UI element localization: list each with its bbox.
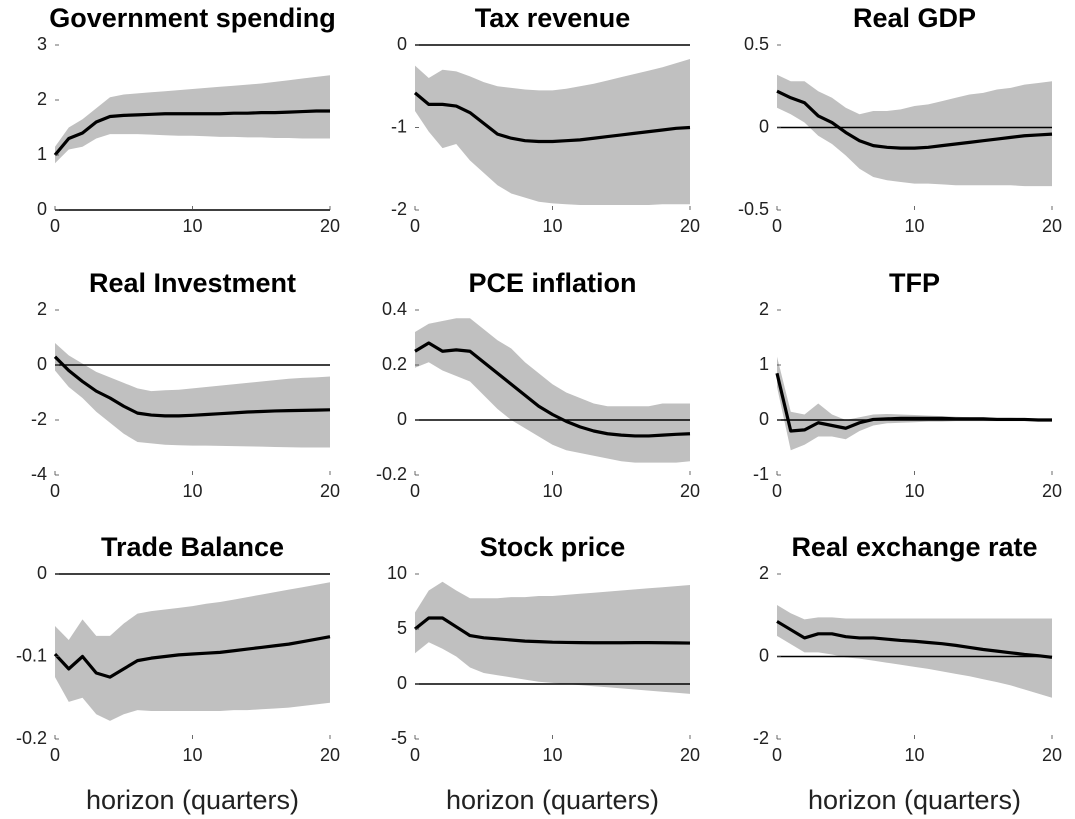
y-tick-label: -2 xyxy=(31,409,47,429)
x-tick-label: 0 xyxy=(410,216,420,236)
chart-title: Trade Balance xyxy=(101,532,284,562)
y-tick-label: -4 xyxy=(31,464,47,484)
response-line xyxy=(414,341,691,438)
y-tick-label: 3 xyxy=(37,34,47,54)
x-tick-label: 10 xyxy=(904,745,924,765)
y-tick-label: -0.2 xyxy=(16,728,47,748)
y-tick-label: -1 xyxy=(391,116,407,136)
y-tick-label: 1 xyxy=(37,144,47,164)
response-line xyxy=(53,635,331,679)
y-tick-label: 2 xyxy=(759,299,769,319)
y-tick-label: 1 xyxy=(759,354,769,374)
x-tick-label: 20 xyxy=(320,481,340,501)
x-tick-label: 20 xyxy=(680,745,700,765)
confidence-band xyxy=(415,59,690,206)
y-tick-label: 2 xyxy=(37,299,47,319)
x-tick-label: 0 xyxy=(410,745,420,765)
x-tick-label: 0 xyxy=(772,216,782,236)
confidence-band xyxy=(415,581,690,694)
response-line xyxy=(413,91,691,144)
y-tick-label: 0 xyxy=(759,645,769,665)
x-tick-label: 0 xyxy=(50,745,60,765)
x-tick-label: 0 xyxy=(772,481,782,501)
y-tick-label: 10 xyxy=(387,563,407,583)
y-tick-label: 0 xyxy=(397,34,407,54)
response-line xyxy=(53,109,330,157)
x-tick-label: 10 xyxy=(182,481,202,501)
x-tick-label: 10 xyxy=(542,481,562,501)
x-axis-label: horizon (quarters) xyxy=(446,785,659,815)
response-line xyxy=(53,355,331,418)
chart-title: Real GDP xyxy=(853,3,976,33)
x-tick-label: 20 xyxy=(680,481,700,501)
confidence-band xyxy=(55,343,330,448)
y-tick-label: -1 xyxy=(753,464,769,484)
chart-title: Stock price xyxy=(480,532,626,562)
x-axis-label: horizon (quarters) xyxy=(86,785,299,815)
y-tick-label: -2 xyxy=(391,199,407,219)
y-tick-label: -0.1 xyxy=(16,645,47,665)
x-tick-label: 0 xyxy=(50,481,60,501)
x-tick-label: 0 xyxy=(50,216,60,236)
y-tick-label: 2 xyxy=(759,563,769,583)
confidence-band xyxy=(777,604,1052,698)
y-tick-label: 0 xyxy=(759,409,769,429)
chart-title: Tax revenue xyxy=(475,3,631,33)
y-tick-label: 0 xyxy=(397,409,407,429)
chart-title: TFP xyxy=(889,268,940,298)
x-tick-label: 10 xyxy=(542,745,562,765)
confidence-band xyxy=(55,75,330,164)
x-tick-label: 20 xyxy=(320,745,340,765)
response-line xyxy=(776,620,1053,659)
x-tick-label: 20 xyxy=(1042,745,1062,765)
chart-title: Government spending xyxy=(49,3,336,33)
x-tick-label: 20 xyxy=(1042,216,1062,236)
y-tick-label: -0.2 xyxy=(376,464,407,484)
x-tick-label: 20 xyxy=(1042,481,1062,501)
y-tick-label: 0 xyxy=(37,354,47,374)
x-tick-label: 10 xyxy=(182,745,202,765)
confidence-band xyxy=(777,356,1052,451)
y-tick-label: 0 xyxy=(397,673,407,693)
response-line xyxy=(776,89,1053,150)
x-tick-label: 10 xyxy=(182,216,202,236)
y-tick-label: 0.2 xyxy=(382,354,407,374)
x-tick-label: 10 xyxy=(904,216,924,236)
y-tick-label: 5 xyxy=(397,618,407,638)
y-tick-label: 0 xyxy=(37,199,47,219)
response-line xyxy=(414,616,691,645)
x-axis-label: horizon (quarters) xyxy=(808,785,1021,815)
x-tick-label: 0 xyxy=(772,745,782,765)
response-line xyxy=(775,372,1052,433)
confidence-band xyxy=(777,74,1052,187)
x-tick-label: 20 xyxy=(320,216,340,236)
x-tick-label: 0 xyxy=(410,481,420,501)
chart-title: Real exchange rate xyxy=(791,532,1037,562)
y-tick-label: 0 xyxy=(759,116,769,136)
y-tick-label: -0.5 xyxy=(738,199,769,219)
y-tick-label: 0.4 xyxy=(382,299,407,319)
y-tick-label: 0.5 xyxy=(744,34,769,54)
confidence-band xyxy=(415,318,690,463)
y-tick-label: -5 xyxy=(391,728,407,748)
y-tick-label: -2 xyxy=(753,728,769,748)
y-tick-label: 0 xyxy=(37,563,47,583)
confidence-band xyxy=(55,582,330,721)
chart-title: PCE inflation xyxy=(469,268,637,298)
x-tick-label: 10 xyxy=(542,216,562,236)
x-tick-label: 20 xyxy=(680,216,700,236)
chart-title: Real Investment xyxy=(89,268,296,298)
y-tick-label: 2 xyxy=(37,89,47,109)
x-tick-label: 10 xyxy=(904,481,924,501)
